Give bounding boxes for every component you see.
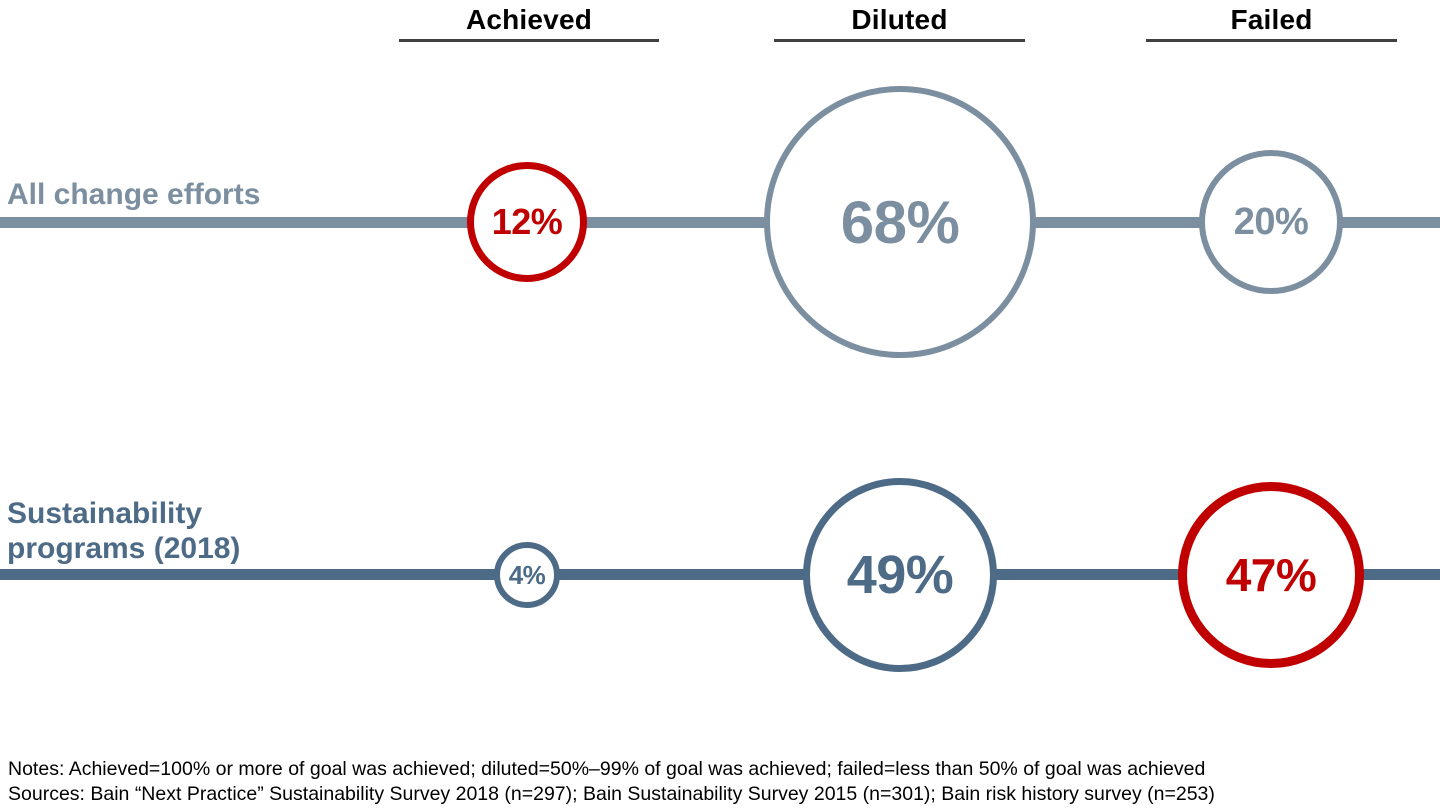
sources-line: Sources: Bain “Next Practice” Sustainabi… [8,783,1215,805]
column-header-diluted: Diluted [774,5,1025,42]
column-header-failed: Failed [1146,5,1397,42]
row-label-all-change-efforts: All change efforts [7,178,261,211]
column-header-label: Diluted [851,4,948,35]
column-header-achieved: Achieved [399,5,659,42]
bubble-value-label: 4% [508,559,546,590]
column-header-underline [1146,39,1397,42]
row-line-sustainability-programs [0,569,1440,580]
bubble-achieved-4%: 4% [494,542,560,608]
bubble-failed-47%: 47% [1178,482,1364,668]
column-header-underline [774,39,1025,42]
column-header-underline [399,39,659,42]
bubble-value-label: 12% [491,201,563,242]
notes-line: Notes: Achieved=100% or more of goal was… [8,758,1206,780]
footnotes: Notes: Achieved=100% or more of goal was… [8,757,1215,807]
bubble-achieved-12%: 12% [467,162,587,282]
bubble-value-label: 68% [840,188,960,256]
row-label-sustainability-programs: Sustainability programs (2018) [7,497,241,565]
bubble-failed-20%: 20% [1199,150,1343,294]
row-line-all-change-efforts [0,217,1440,228]
bubble-value-label: 47% [1225,549,1317,601]
bubble-value-label: 20% [1233,200,1309,243]
bubble-diluted-68%: 68% [764,86,1036,358]
column-header-label: Achieved [465,4,593,35]
bubble-diluted-49%: 49% [803,478,997,672]
bubble-value-label: 49% [846,545,954,605]
column-header-label: Failed [1230,4,1313,35]
